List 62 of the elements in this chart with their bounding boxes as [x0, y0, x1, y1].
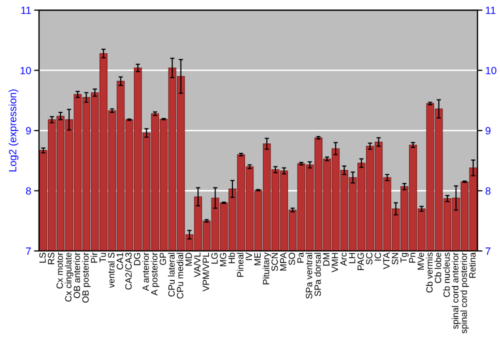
- x-tick-label: DM: [323, 253, 330, 266]
- x-tick-label: Pir: [90, 252, 98, 263]
- x-tick-label: Cx cingulate: [64, 252, 74, 302]
- x-tick-label: Cb lobe: [434, 252, 442, 283]
- x-tick-label: Cx motor: [56, 252, 63, 288]
- x-tick-label: Retina: [468, 252, 476, 278]
- x-tick-label: spinal cord anterior: [452, 252, 460, 329]
- x-tick-label: IC: [374, 252, 382, 261]
- x-tick-label: SCN: [271, 253, 278, 271]
- x-tick-label: MVe: [418, 252, 424, 270]
- x-tick-label: Pn: [409, 252, 416, 263]
- x-tick-label: LS: [39, 252, 46, 263]
- x-tick-label: GP: [160, 252, 166, 265]
- y-tick-label: 7: [26, 248, 31, 255]
- x-tick-label: Pituitary: [262, 252, 272, 284]
- x-tick-label: SPa dorsal: [314, 252, 321, 296]
- y-tick-label: 10: [20, 66, 31, 74]
- x-tick-label: Tg: [400, 252, 409, 263]
- x-tick-label: SN: [392, 253, 398, 264]
- x-tick-label: MPA: [280, 252, 286, 270]
- x-tick-label: VA/VL: [194, 252, 200, 278]
- x-tick-label: IV: [246, 252, 252, 260]
- x-tick-label: SO: [288, 252, 296, 265]
- x-tick-label: LH: [348, 253, 356, 264]
- y2-tick-label: 11: [486, 6, 496, 14]
- x-tick-label: VTA: [383, 252, 390, 270]
- x-tick-label: Pineal: [236, 252, 244, 277]
- x-tick-label: spinal cord posterior: [460, 252, 469, 334]
- x-tick-label: CPu lateral: [168, 252, 175, 297]
- x-tick-label: Tu: [100, 252, 106, 262]
- x-tick-label: CA2/CA3: [125, 252, 132, 290]
- x-tick-label: VMH: [332, 253, 338, 272]
- x-tick-label: LG: [211, 253, 218, 264]
- x-tick-label: Pa: [297, 252, 304, 263]
- x-tick-label: OB anterior: [73, 252, 80, 298]
- y2-tick-label: 8: [486, 187, 490, 195]
- y2-tick-label: 10: [486, 66, 496, 74]
- x-tick-label: RS: [48, 252, 54, 264]
- x-tick-label: A anterior: [142, 252, 149, 291]
- x-tick-label: MG: [220, 253, 226, 266]
- y-tick-label: 8: [26, 187, 31, 195]
- x-tick-label: PAG: [357, 253, 364, 270]
- y-tick-label: 11: [21, 6, 31, 14]
- x-tick-label: A posterior: [150, 252, 160, 296]
- y-tick-label: 9: [26, 127, 31, 134]
- x-tick-label: DG: [134, 253, 140, 266]
- x-tick-label: Cb nucleus: [443, 252, 450, 298]
- x-tick-label: Hb: [228, 252, 235, 264]
- y2-tick-label: 9: [486, 127, 490, 134]
- x-tick-label: CA1: [116, 252, 124, 270]
- x-tick-label: MD: [186, 252, 192, 266]
- x-tick-label: ME: [254, 252, 261, 266]
- y-axis-title: Log2 (expression): [8, 90, 18, 172]
- x-tick-label: SC: [366, 252, 372, 264]
- x-tick-label: ventral S: [108, 252, 115, 288]
- x-tick-label: SPa ventral: [306, 252, 312, 299]
- x-tick-label: Cb vermis: [426, 252, 433, 293]
- x-tick-label: VPM/VPL: [202, 252, 210, 292]
- x-tick-label: CPu medial: [176, 252, 184, 299]
- x-tick-label: Arc: [340, 252, 347, 266]
- x-tick-label: OB posterior: [82, 252, 90, 303]
- y2-tick-label: 7: [486, 248, 490, 255]
